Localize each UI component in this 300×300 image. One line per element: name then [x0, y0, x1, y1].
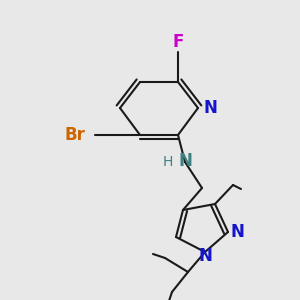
- Text: N: N: [230, 223, 244, 241]
- Text: N: N: [198, 247, 212, 265]
- Text: N: N: [178, 152, 192, 170]
- Text: H: H: [163, 155, 173, 169]
- Text: F: F: [172, 33, 184, 51]
- Text: Br: Br: [64, 126, 86, 144]
- Text: N: N: [203, 99, 217, 117]
